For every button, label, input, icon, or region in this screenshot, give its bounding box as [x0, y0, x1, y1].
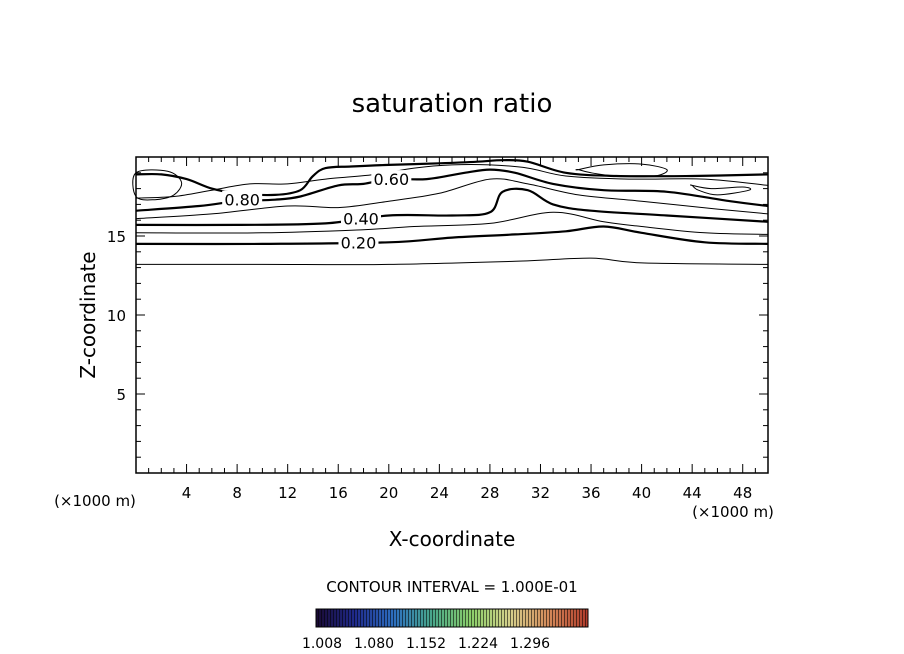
- x-axis-label: X-coordinate: [389, 527, 516, 551]
- contour-line: [136, 257, 769, 266]
- contour-label-bg: [222, 190, 263, 208]
- contour-line: [135, 225, 769, 246]
- contour-label-bg: [338, 233, 379, 251]
- contour-line: [135, 159, 769, 197]
- colorbar-tick-label: 1.152: [406, 636, 446, 652]
- x-tick-label: 40: [632, 484, 651, 502]
- contour-line: [135, 178, 769, 220]
- colorbar-tick-label: 1.008: [302, 636, 342, 652]
- x-unit-right: (×1000 m): [692, 503, 774, 521]
- x-tick-label: 4: [182, 484, 192, 502]
- contour-label: 0.60: [374, 170, 410, 189]
- y-tick-label: 15: [107, 228, 126, 246]
- colorbar: 1.008 1.080 1.152 1.224 1.296: [302, 608, 589, 652]
- contour-label-bg: [371, 170, 412, 188]
- contour-line: [135, 211, 769, 235]
- contour-label: 0.80: [224, 191, 260, 210]
- x-tick-label: 36: [581, 484, 600, 502]
- contour-line: [135, 164, 769, 199]
- x-tick-label: 24: [430, 484, 449, 502]
- closed-contour-line: [690, 184, 752, 196]
- contour-interval-text: CONTOUR INTERVAL = 1.000E-01: [326, 578, 577, 596]
- x-tick-label: 20: [379, 484, 398, 502]
- y-tick-label: 5: [116, 386, 126, 404]
- y-axis-label: Z-coordinate: [76, 251, 100, 378]
- contour-line: [135, 187, 769, 227]
- x-tick-label: 28: [480, 484, 499, 502]
- x-unit-left: (×1000 m): [54, 492, 136, 510]
- colorbar-stripes: [316, 609, 588, 627]
- contour-layer: [132, 159, 769, 266]
- x-tick-label: 12: [278, 484, 297, 502]
- x-tick-label: 44: [683, 484, 702, 502]
- contour-label-layer: 0.20 0.40 0.60 0.80: [222, 170, 412, 252]
- x-tick-label: 16: [329, 484, 348, 502]
- chart-title: saturation ratio: [352, 89, 553, 119]
- colorbar-tick-label: 1.224: [458, 636, 498, 652]
- colorbar-tick-label: 1.080: [354, 636, 394, 652]
- closed-contour-line: [575, 163, 668, 178]
- x-tick-label: 48: [733, 484, 752, 502]
- colorbar-tick-label: 1.296: [510, 636, 550, 652]
- y-tick-label: 10: [107, 307, 126, 325]
- x-tick-label: 8: [232, 484, 242, 502]
- contour-line: [135, 168, 769, 212]
- contour-label: 0.40: [343, 210, 379, 229]
- contour-label: 0.20: [341, 233, 377, 252]
- colorbar-tick-labels: 1.008 1.080 1.152 1.224 1.296: [302, 636, 550, 652]
- contour-label-bg: [340, 209, 381, 227]
- x-tick-label: 32: [531, 484, 550, 502]
